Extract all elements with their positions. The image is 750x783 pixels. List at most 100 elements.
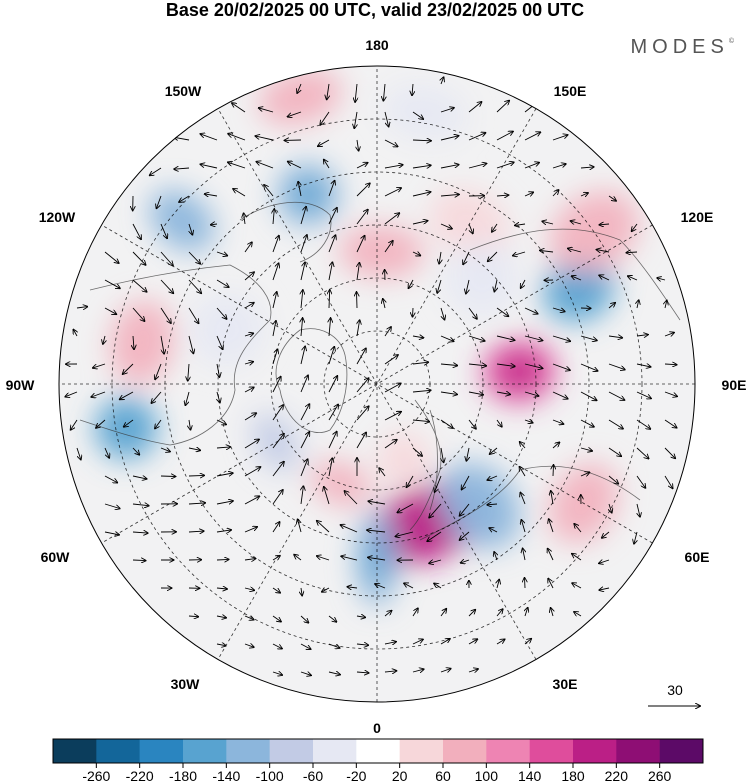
wind-arrow [244,242,252,253]
wind-arrow [407,475,414,487]
wind-arrow [552,190,559,197]
wind-arrow [160,223,167,238]
wind-arrow [132,251,146,265]
wind-arrow [384,412,401,421]
wind-arrow [300,432,309,449]
wind-arrow [301,486,303,505]
wind-arrow [636,475,645,488]
wind-arrow [273,209,274,225]
wind-arrow [216,279,229,287]
wind-arrow [244,644,254,647]
wind-arrow [272,615,281,622]
wind-arrow [341,525,358,533]
wind-arrow [216,307,227,319]
colorbar-tick-label: 220 [605,768,629,783]
colorbar-tick-label: -20 [346,768,366,783]
wind-arrow [599,560,610,563]
wind-arrow [93,363,106,368]
lon-label-150e: 150E [554,83,587,99]
wind-arrow [255,136,274,141]
wind-arrow [520,467,526,477]
wind-arrow [317,556,330,561]
wind-arrow [272,587,280,593]
wind-arrow [552,135,568,141]
wind-arrow [412,165,431,168]
wind-arrow [636,364,651,367]
wind-arrow [216,616,226,618]
wind-arrow [524,307,538,314]
colorbar-frame [52,738,704,764]
wind-arrow [552,363,570,370]
colorbar-swatch [529,739,574,763]
wind-arrow [412,192,431,197]
wind-arrow [103,335,105,344]
wind-arrow [155,419,162,428]
wind-arrow [384,671,396,672]
map-title: Base 20/02/2025 00 UTC, valid 23/02/2025… [165,0,585,20]
wind-arrow [412,420,429,422]
wind-arrow [574,524,582,533]
colorbar-tick-label: -100 [256,768,284,783]
wind-arrow [328,615,336,622]
wind-arrow [211,224,218,225]
wind-arrow [328,181,335,197]
wind-arrow [318,139,330,146]
wind-arrow [356,406,369,421]
wind-arrow [272,522,280,533]
wind-arrow [552,391,568,399]
wind-arrow [608,303,615,309]
wind-arrow [580,419,594,427]
wind-arrow [383,83,385,101]
brand-name: MODES [630,36,729,58]
wind-arrow [552,442,559,449]
wind-arrow [600,224,610,225]
wind-arrow [328,235,336,253]
wind-arrow [460,531,470,540]
wind-arrow [216,447,230,448]
wind-arrow [298,519,302,533]
wind-arrow [580,167,594,168]
wind-arrow [132,532,148,533]
lon-label-180: 180 [365,37,389,53]
wind-arrow [572,554,582,561]
wind-arrow [244,559,255,560]
wind-arrow [548,549,554,561]
wind-arrow [132,504,149,506]
wind-arrow [244,496,259,505]
wind-arrow [273,321,276,337]
lon-label-120w: 120W [39,209,76,225]
wind-arrow [356,236,365,253]
wind-arrow [216,419,226,425]
wind-arrow [440,669,451,672]
wind-arrow [664,447,675,458]
wind-arrow [160,251,173,266]
wind-arrow [487,504,498,505]
colorbar-swatch [486,739,530,763]
wind-arrow [413,307,414,317]
wind-arrow [551,608,553,617]
wind-arrow [552,335,570,341]
wind-arrow [412,669,424,672]
wind-arrow [608,419,623,429]
wind-arrow [496,162,514,169]
wind-arrow [429,560,442,563]
wind-arrow [466,447,469,461]
modes-logo: MODES© [630,36,734,59]
wind-arrow [412,140,431,141]
colorbar: -260 -220 -180 -140 -100 -60 -20 20 60 100 140 180 2… [52,738,704,783]
wind-arrow [300,347,305,365]
wind-arrow [188,448,200,450]
wind-arrow [496,364,515,366]
colorbar-swatch [96,739,140,763]
lon-label-90e: 90E [722,377,747,393]
wind-arrow [440,335,454,341]
wind-arrow [461,560,470,563]
anomaly-core [110,412,143,445]
wind-arrow [104,475,117,483]
wind-arrow [468,610,475,617]
wind-arrow [347,587,358,588]
wind-arrow [439,251,441,264]
lon-label-90w: 90W [6,377,36,393]
wind-arrow [397,503,414,513]
colorbar-swatch [659,739,704,763]
